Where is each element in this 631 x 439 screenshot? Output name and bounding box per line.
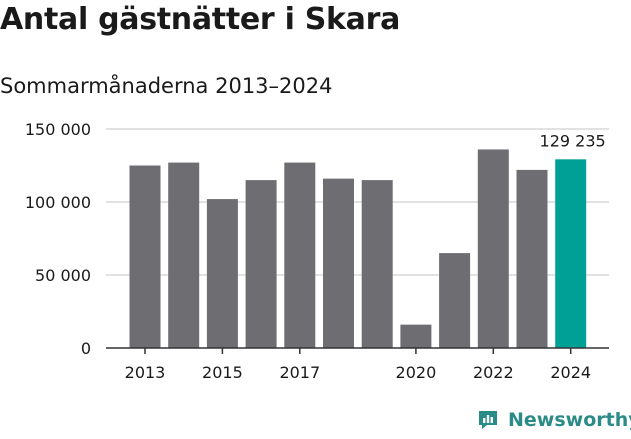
x-tick-label: 2024 [550,363,591,382]
bar [516,169,548,348]
bar [206,199,238,348]
chart-subtitle: Sommarmånaderna 2013–2024 [0,74,333,98]
brand-name: Newsworthy [508,409,631,431]
bar [323,178,354,348]
newsworthy-logo-icon [479,411,497,429]
bar-highlight [555,159,587,348]
chart-title: Antal gästnätter i Skara [0,2,401,37]
y-tick-label: 100 000 [25,193,91,212]
x-tick-label: 2022 [473,363,514,382]
x-tick-label: 2017 [279,363,320,382]
bar [439,253,471,348]
data-label-highlight: 129 235 [540,131,606,150]
y-tick-label: 150 000 [25,120,91,139]
x-tick-label: 2015 [202,363,243,382]
x-tick-label: 2020 [396,363,437,382]
bar [361,180,393,348]
bar [168,162,200,348]
bar [400,324,432,348]
bar [129,165,161,348]
x-tick-label: 2013 [125,363,166,382]
y-tick-label: 50 000 [35,266,91,285]
bar [477,149,509,348]
brand-logo: Newsworthy [476,408,631,432]
y-tick-label: 0 [81,339,91,358]
bar [284,162,316,348]
bar [245,180,277,348]
